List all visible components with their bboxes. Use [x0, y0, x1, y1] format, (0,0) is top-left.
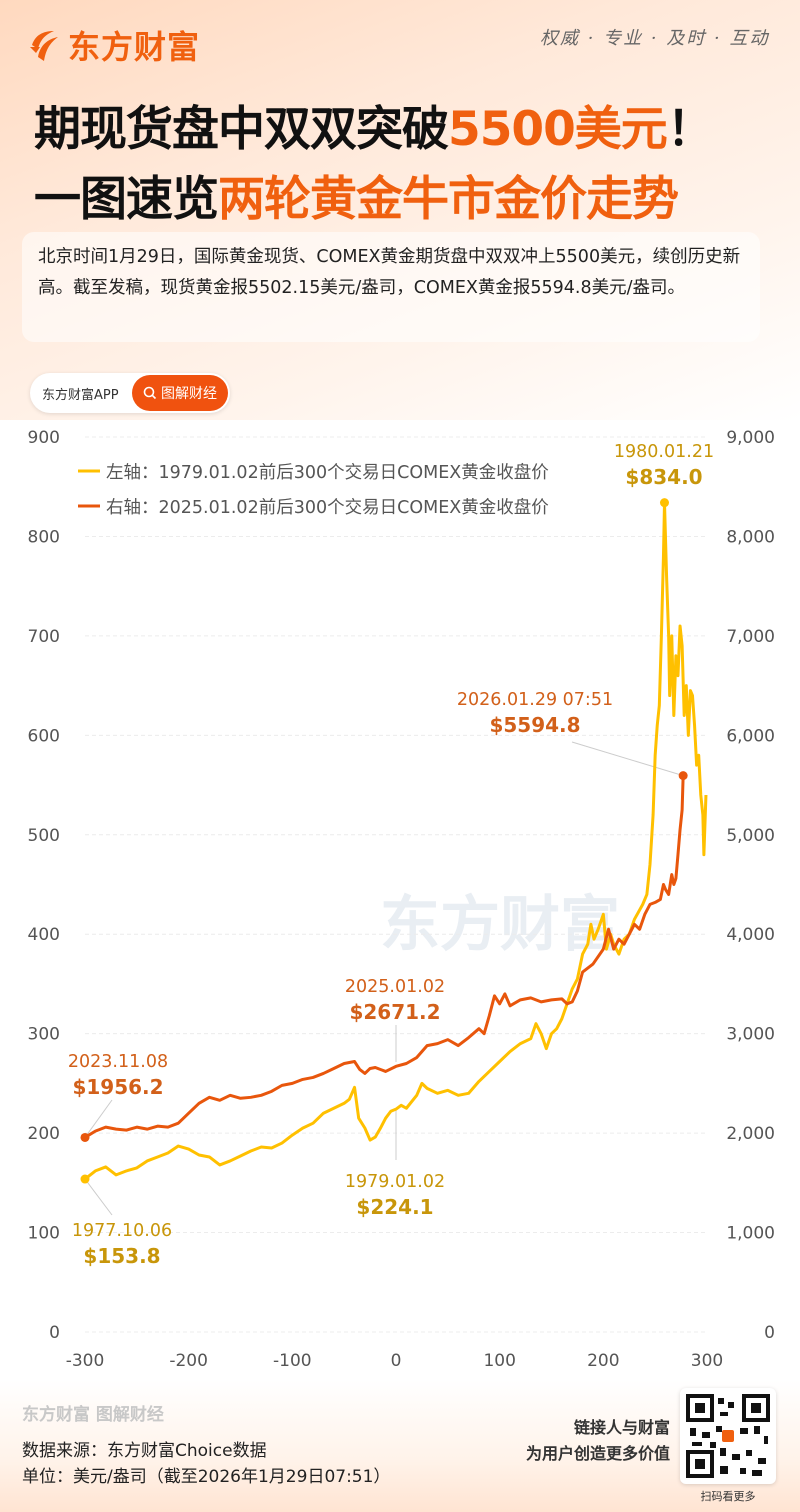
- title-part: 期现货盘中双双突破: [34, 102, 449, 157]
- tujie-button[interactable]: 图解财经: [132, 375, 228, 411]
- y-right-tick-label: 1,000: [726, 1224, 775, 1244]
- y-left-tick-label: 0: [49, 1323, 60, 1343]
- annotation-value: $834.0: [625, 465, 702, 489]
- qr-code[interactable]: [680, 1388, 776, 1484]
- annotation-point: [80, 1132, 90, 1142]
- annotation-point: [659, 498, 669, 508]
- annotation-date: 2025.01.02: [345, 977, 445, 997]
- app-pill[interactable]: 东方财富APP 图解财经: [30, 373, 230, 413]
- y-right-tick-label: 6,000: [726, 726, 775, 746]
- y-left-tick-label: 500: [28, 826, 60, 846]
- y-right-tick-label: 5,000: [726, 826, 775, 846]
- annotation-leader: [571, 741, 684, 777]
- annotation-value: $153.8: [83, 1244, 160, 1268]
- gold-price-chart: 东方财富 0 0 100 1,000 200 2,000 300 3,000 400 4,000 5…: [28, 428, 775, 1371]
- footer-banner: [0, 1380, 800, 1512]
- y-left-tick-label: 400: [28, 925, 60, 945]
- annotation-point: [678, 771, 688, 781]
- unit-note: 单位：美元/盎司（截至2026年1月29日07:51）: [22, 1467, 391, 1487]
- footer-brand-mark: 东方财富 图解财经: [22, 1405, 164, 1425]
- y-right-tick-label: 4,000: [726, 925, 775, 945]
- legend-label: 左轴：1979.01.02前后300个交易日COMEX黄金收盘价: [106, 463, 549, 483]
- y-right-tick-label: 7,000: [726, 627, 775, 647]
- y-left-tick-label: 100: [28, 1224, 60, 1244]
- tujie-label: 图解财经: [161, 386, 217, 402]
- qr-code-icon: [686, 1394, 770, 1478]
- x-tick-label: 100: [483, 1351, 515, 1371]
- annotation-value: $5594.8: [489, 713, 580, 737]
- title-highlight: 两轮黄金牛市金价走势: [218, 172, 679, 227]
- brand-slogan: 权威 · 专业 · 及时 · 互动: [540, 28, 770, 49]
- annotation-value: $2671.2: [349, 1000, 440, 1024]
- y-right-tick-label: 0: [764, 1323, 775, 1343]
- annotation-date: 1980.01.21: [614, 442, 714, 462]
- annotation-value: $1956.2: [72, 1075, 163, 1099]
- y-right-tick-label: 2,000: [726, 1124, 775, 1144]
- annotation-date: 2023.11.08: [68, 1052, 168, 1072]
- annotation-point: [80, 1174, 90, 1184]
- y-right-tick-label: 9,000: [726, 428, 775, 448]
- x-tick-label: 300: [691, 1351, 723, 1371]
- annotation-value: $224.1: [356, 1195, 433, 1219]
- x-tick-label: 0: [391, 1351, 402, 1371]
- title-part: 一图速览: [34, 172, 219, 227]
- data-source: 数据来源：东方财富Choice数据: [22, 1441, 267, 1461]
- y-left-tick-label: 900: [28, 428, 60, 448]
- series-line-2025: [84, 775, 685, 1139]
- y-left-tick-label: 200: [28, 1124, 60, 1144]
- title-part: ！: [666, 102, 714, 157]
- flame-logo-icon: [30, 31, 58, 61]
- search-icon: [143, 386, 157, 400]
- annotation-date: 1979.01.02: [345, 1172, 445, 1192]
- page-title-line2: 一图速览两轮黄金牛市金价走势: [34, 160, 679, 229]
- watermark: 东方财富: [380, 890, 620, 960]
- header-banner: [0, 0, 800, 420]
- footer-slogan-2: 为用户创造更多价值: [525, 1444, 670, 1463]
- x-tick-label: -200: [169, 1351, 208, 1371]
- y-right-tick-label: 3,000: [726, 1025, 775, 1045]
- y-left-tick-label: 700: [28, 627, 60, 647]
- y-left-tick-label: 600: [28, 726, 60, 746]
- title-highlight: 5500美元: [448, 102, 668, 157]
- legend-label: 右轴：2025.01.02前后300个交易日COMEX黄金收盘价: [106, 498, 549, 518]
- page-title-line1: 期现货盘中双双突破5500美元！: [34, 90, 714, 159]
- y-right-tick-label: 8,000: [726, 527, 775, 547]
- x-tick-label: -100: [273, 1351, 312, 1371]
- annotation-date: 1977.10.06: [72, 1221, 172, 1241]
- intro-text: 北京时间1月29日，国际黄金现货、COMEX黄金期货盘中双双冲上5500美元，续…: [22, 232, 760, 342]
- y-left-tick-label: 800: [28, 527, 60, 547]
- x-tick-label: -300: [66, 1351, 105, 1371]
- app-label: 东方财富APP: [42, 387, 119, 403]
- x-tick-label: 200: [587, 1351, 619, 1371]
- annotation-leader: [84, 1178, 113, 1216]
- brand-name: 东方财富: [68, 28, 201, 66]
- y-left-tick-label: 300: [28, 1025, 60, 1045]
- qr-label: 扫码看更多: [700, 1490, 756, 1503]
- annotation-date: 2026.01.29 07:51: [457, 690, 613, 710]
- footer-slogan-1: 链接人与财富: [573, 1418, 670, 1437]
- series-line-1979: [84, 501, 708, 1181]
- annotation-leader: [84, 1099, 113, 1138]
- brand-logo: 东方财富: [26, 22, 200, 68]
